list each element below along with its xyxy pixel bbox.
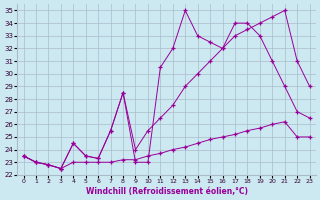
X-axis label: Windchill (Refroidissement éolien,°C): Windchill (Refroidissement éolien,°C) (85, 187, 248, 196)
